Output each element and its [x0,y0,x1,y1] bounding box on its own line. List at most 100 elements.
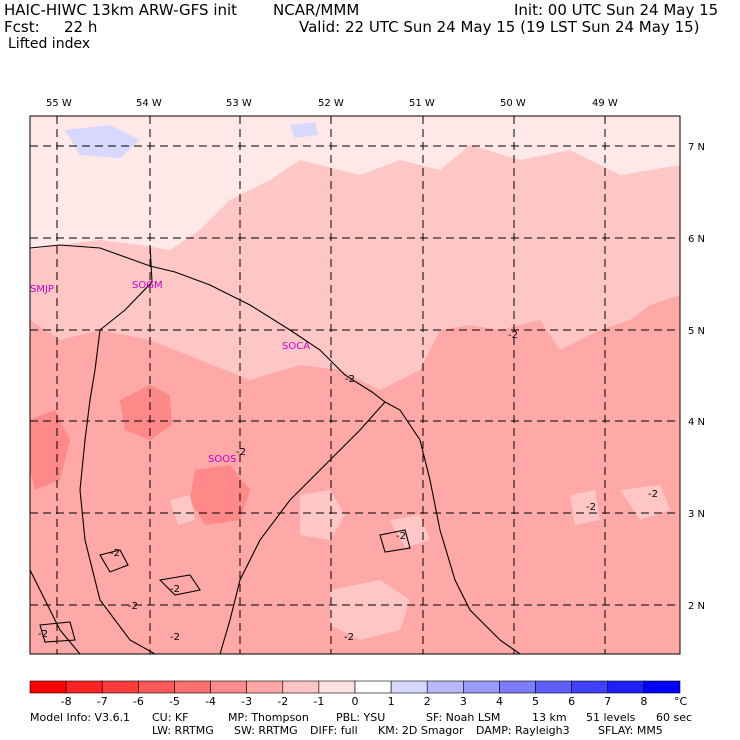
latitude-label: 6 N [688,234,705,245]
field-blue-patch [290,122,318,138]
colorbar-tick-label: 4 [496,695,503,708]
longitude-labels: 55 W 54 W 53 W 52 W 51 W 50 W 49 W [46,98,618,109]
colorbar-swatch [282,680,320,694]
colorbar-tick-label: 7 [604,695,611,708]
colorbar-tick-label: -4 [205,695,216,708]
contour-label: -2 [586,502,596,513]
plot-frame [29,115,681,655]
colorbar-tick-label: 1 [388,695,395,708]
longitude-label: 49 W [592,98,618,109]
colorbar-tick-label: 3 [460,695,467,708]
border-line [79,244,156,654]
field-strong-patch [190,465,250,525]
field-light-patch [390,515,430,548]
colorbar-unit: °C [674,695,688,708]
contour-label: -2 [170,632,180,643]
colorbar-tick-label: -7 [97,695,108,708]
contour-line [379,529,411,553]
colorbar-swatch [29,680,67,694]
longitude-label: 51 W [409,98,435,109]
init-time: Init: 00 UTC Sun 24 May 15 [514,1,719,19]
contour-label: -2 [508,330,518,341]
longitude-label: 52 W [318,98,344,109]
border-line [219,401,386,654]
colorbar-swatch [174,680,211,694]
latitude-label: 7 N [688,142,705,153]
field-light-patch [620,485,670,520]
field-light-patch [300,490,345,540]
time-step: 60 sec [656,711,693,724]
colorbar-swatch [246,680,284,694]
colorbar-swatch [354,680,392,694]
forecast-hour: 22 h [64,18,98,36]
colorbar-tick-label: -8 [61,695,72,708]
contour-label: -2 [38,629,48,640]
model-info: Model Info: V3.6.1 [30,711,131,724]
colorbar-swatch [499,680,536,694]
contour-line [158,574,201,596]
latitude-label: 5 N [688,326,705,337]
field-strong-patch [120,385,172,440]
colorbar-tick-label: -1 [313,695,324,708]
colorbar-tick-label: -5 [169,695,180,708]
diffusion-option: DIFF: full [310,724,358,737]
field-strong-patch [30,410,70,490]
colorbar-tick-label: 5 [532,695,539,708]
longitude-label: 55 W [46,98,72,109]
colorbar-swatch [535,680,572,694]
field-light-patch [570,490,600,525]
contour-line [30,569,81,654]
vertical-levels: 51 levels [586,711,636,724]
colorbar: -8 -7 -6 -5 -4 -3 -2 -1 0 1 2 3 4 5 6 7 8 °C [29,680,688,708]
colorbar-swatch [65,680,103,694]
colorbar-swatch [643,680,681,694]
coastline [30,244,386,403]
colorbar-swatch [463,680,500,694]
damping-option: DAMP: Rayleigh3 [476,724,570,737]
contour-line [99,549,129,573]
political-boundaries [30,244,521,654]
latitude-label: 4 N [688,417,705,428]
latitude-label: 3 N [688,509,705,520]
border-line [384,401,521,654]
surface-scheme: SF: Noah LSM [426,711,501,724]
contour-label: -2 [236,447,246,458]
field-name: Lifted index [8,36,91,52]
cumulus-scheme: CU: KF [152,711,189,724]
station-label: SOOS [208,454,236,465]
valid-time: Valid: 22 UTC Sun 24 May 15 (19 LST Sun … [299,18,700,36]
station-label: SOGM [132,280,163,291]
field-light-patch [170,495,195,525]
km-option: KM: 2D Smagor [378,724,464,737]
contour-label: -2 [345,374,355,385]
organization: NCAR/MMM [273,1,360,19]
contour-label: -2 [128,601,138,612]
model-title: HAIC-HIWC 13km ARW-GFS init [4,1,238,19]
contour-label: -2 [648,489,658,500]
resolution: 13 km [532,711,567,724]
field-southern-region [30,295,680,654]
latitude-label: 2 N [688,601,705,612]
colorbar-swatch [607,680,645,694]
contour-label: -2 [344,632,354,643]
contour-label: -2 [396,531,406,542]
colorbar-tick-label: 0 [352,695,359,708]
shortwave-scheme: SW: RRTMG [234,724,298,737]
colorbar-swatch [101,680,139,694]
forecast-label: Fcst: [4,18,40,36]
longitude-label: 53 W [226,98,252,109]
latitude-labels: 7 N 6 N 5 N 4 N 3 N 2 N [688,142,705,612]
colorbar-swatch [426,680,464,694]
contour-label: -2 [110,548,120,559]
field-light-patch [330,580,410,640]
microphysics-scheme: MP: Thompson [228,711,309,724]
colorbar-swatch [390,680,428,694]
colorbar-tick-label: 8 [640,695,647,708]
field-northern-band [30,116,680,250]
surface-layer-scheme: SFLAY: MM5 [598,724,663,737]
station-label: SMJP [30,284,54,295]
longitude-label: 54 W [136,98,162,109]
colorbar-tick-label: 6 [568,695,575,708]
contour-label: -2 [170,584,180,595]
